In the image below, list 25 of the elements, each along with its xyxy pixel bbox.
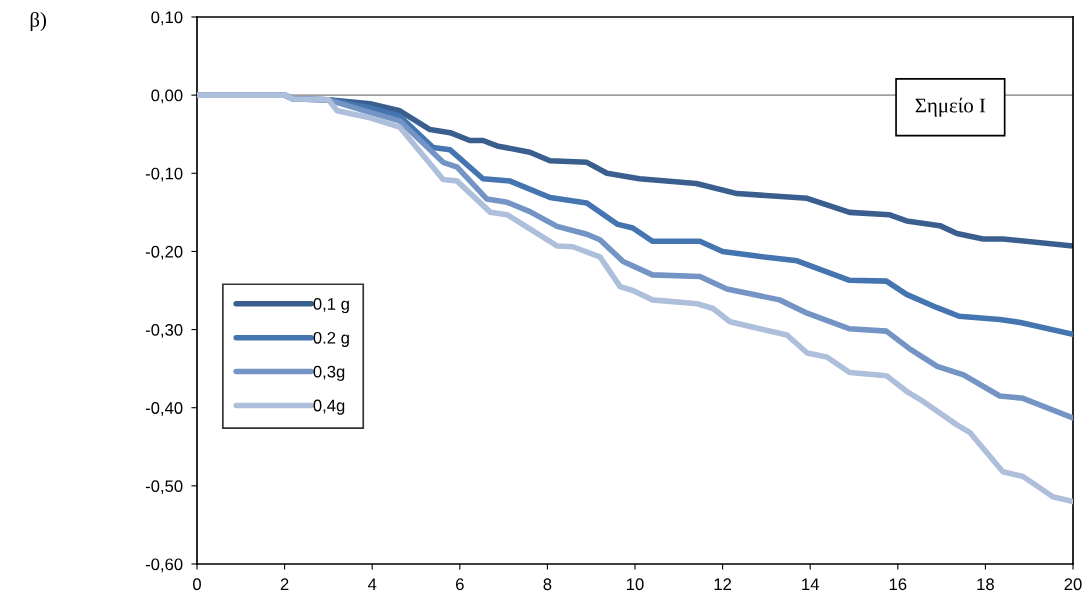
legend-label: 0,1 g bbox=[313, 298, 349, 314]
annotation: Σημείο Ι bbox=[915, 97, 986, 117]
x-tick-label: 4 bbox=[367, 578, 377, 590]
y-tick-label: -0,30 bbox=[145, 323, 183, 338]
x-tick-label: 18 bbox=[977, 578, 994, 591]
legend-label: 0,3g bbox=[313, 365, 345, 381]
y-tick-label: -0,40 bbox=[145, 402, 183, 416]
y-tick-label: -0,50 bbox=[145, 480, 183, 495]
legend-label: 0,4g bbox=[313, 399, 345, 415]
y-tick-label: 0,00 bbox=[151, 89, 183, 104]
legend-label: 0.2 g bbox=[313, 331, 349, 347]
y-tick-label: -0,60 bbox=[145, 558, 183, 573]
x-tick-label: 2 bbox=[280, 578, 289, 590]
y-tick-label: -0,20 bbox=[145, 245, 183, 260]
text: β) bbox=[30, 11, 46, 32]
x-tick-label: 12 bbox=[714, 578, 732, 590]
x-tick-label: 20 bbox=[1064, 578, 1082, 591]
x-tick-label: 14 bbox=[802, 578, 819, 590]
x-tick-label: 16 bbox=[889, 578, 907, 591]
x-tick-label: 6 bbox=[456, 578, 464, 591]
y-tick-label: 0,10 bbox=[151, 11, 183, 26]
x-tick-label: 10 bbox=[627, 578, 644, 591]
x-tick-label: 0 bbox=[193, 578, 201, 591]
x-tick-label: 8 bbox=[543, 578, 552, 591]
y-tick-label: -0,10 bbox=[145, 167, 183, 182]
